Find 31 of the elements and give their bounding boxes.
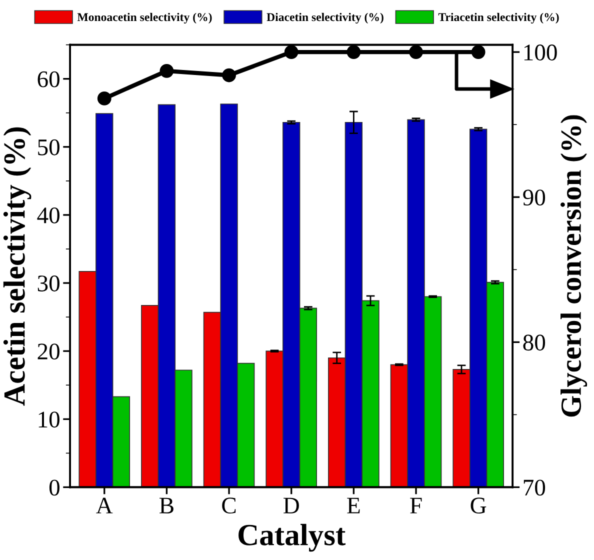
point (284, 45, 298, 59)
y2-tick-label: 80 (523, 334, 546, 351)
x-tick-label: B (160, 498, 174, 514)
y2-tick-label: 70 (524, 480, 546, 496)
y-tick-label: 50 (38, 139, 60, 156)
y-axis-title: Acetin selectivity (%) (3, 127, 32, 406)
point (222, 68, 236, 82)
point (160, 64, 174, 78)
y2-tick-label: 90 (523, 190, 546, 206)
legend-label: Diacetin selectivity (%) (266, 12, 384, 24)
y-tick-label: 40 (37, 207, 60, 224)
x-tick-label: F (410, 498, 422, 514)
x-tick-label: E (347, 498, 360, 514)
x-tick-label: D (284, 498, 299, 514)
y-tick-label: 30 (38, 276, 60, 292)
x-tick-label: A (96, 498, 113, 514)
legend-label: Monoacetin selectivity (%) (77, 12, 212, 24)
x-tick-label: C (222, 498, 236, 514)
y-tick-label: 60 (38, 71, 60, 88)
legend-label: Triacetin selectivity (%) (438, 12, 559, 24)
x-tick-label: G (470, 498, 486, 514)
y2-tick-label: 100 (524, 44, 557, 60)
point (97, 92, 112, 106)
y-tick-label: 0 (49, 480, 60, 496)
y2-axis-title: Glycerol conversion (%) (560, 115, 588, 417)
point (346, 45, 361, 59)
y-tick-label: 10 (38, 412, 60, 428)
y-tick-label: 20 (38, 344, 60, 360)
x-axis-title: Catalyst (238, 524, 346, 552)
point (471, 45, 486, 59)
point (409, 45, 423, 59)
